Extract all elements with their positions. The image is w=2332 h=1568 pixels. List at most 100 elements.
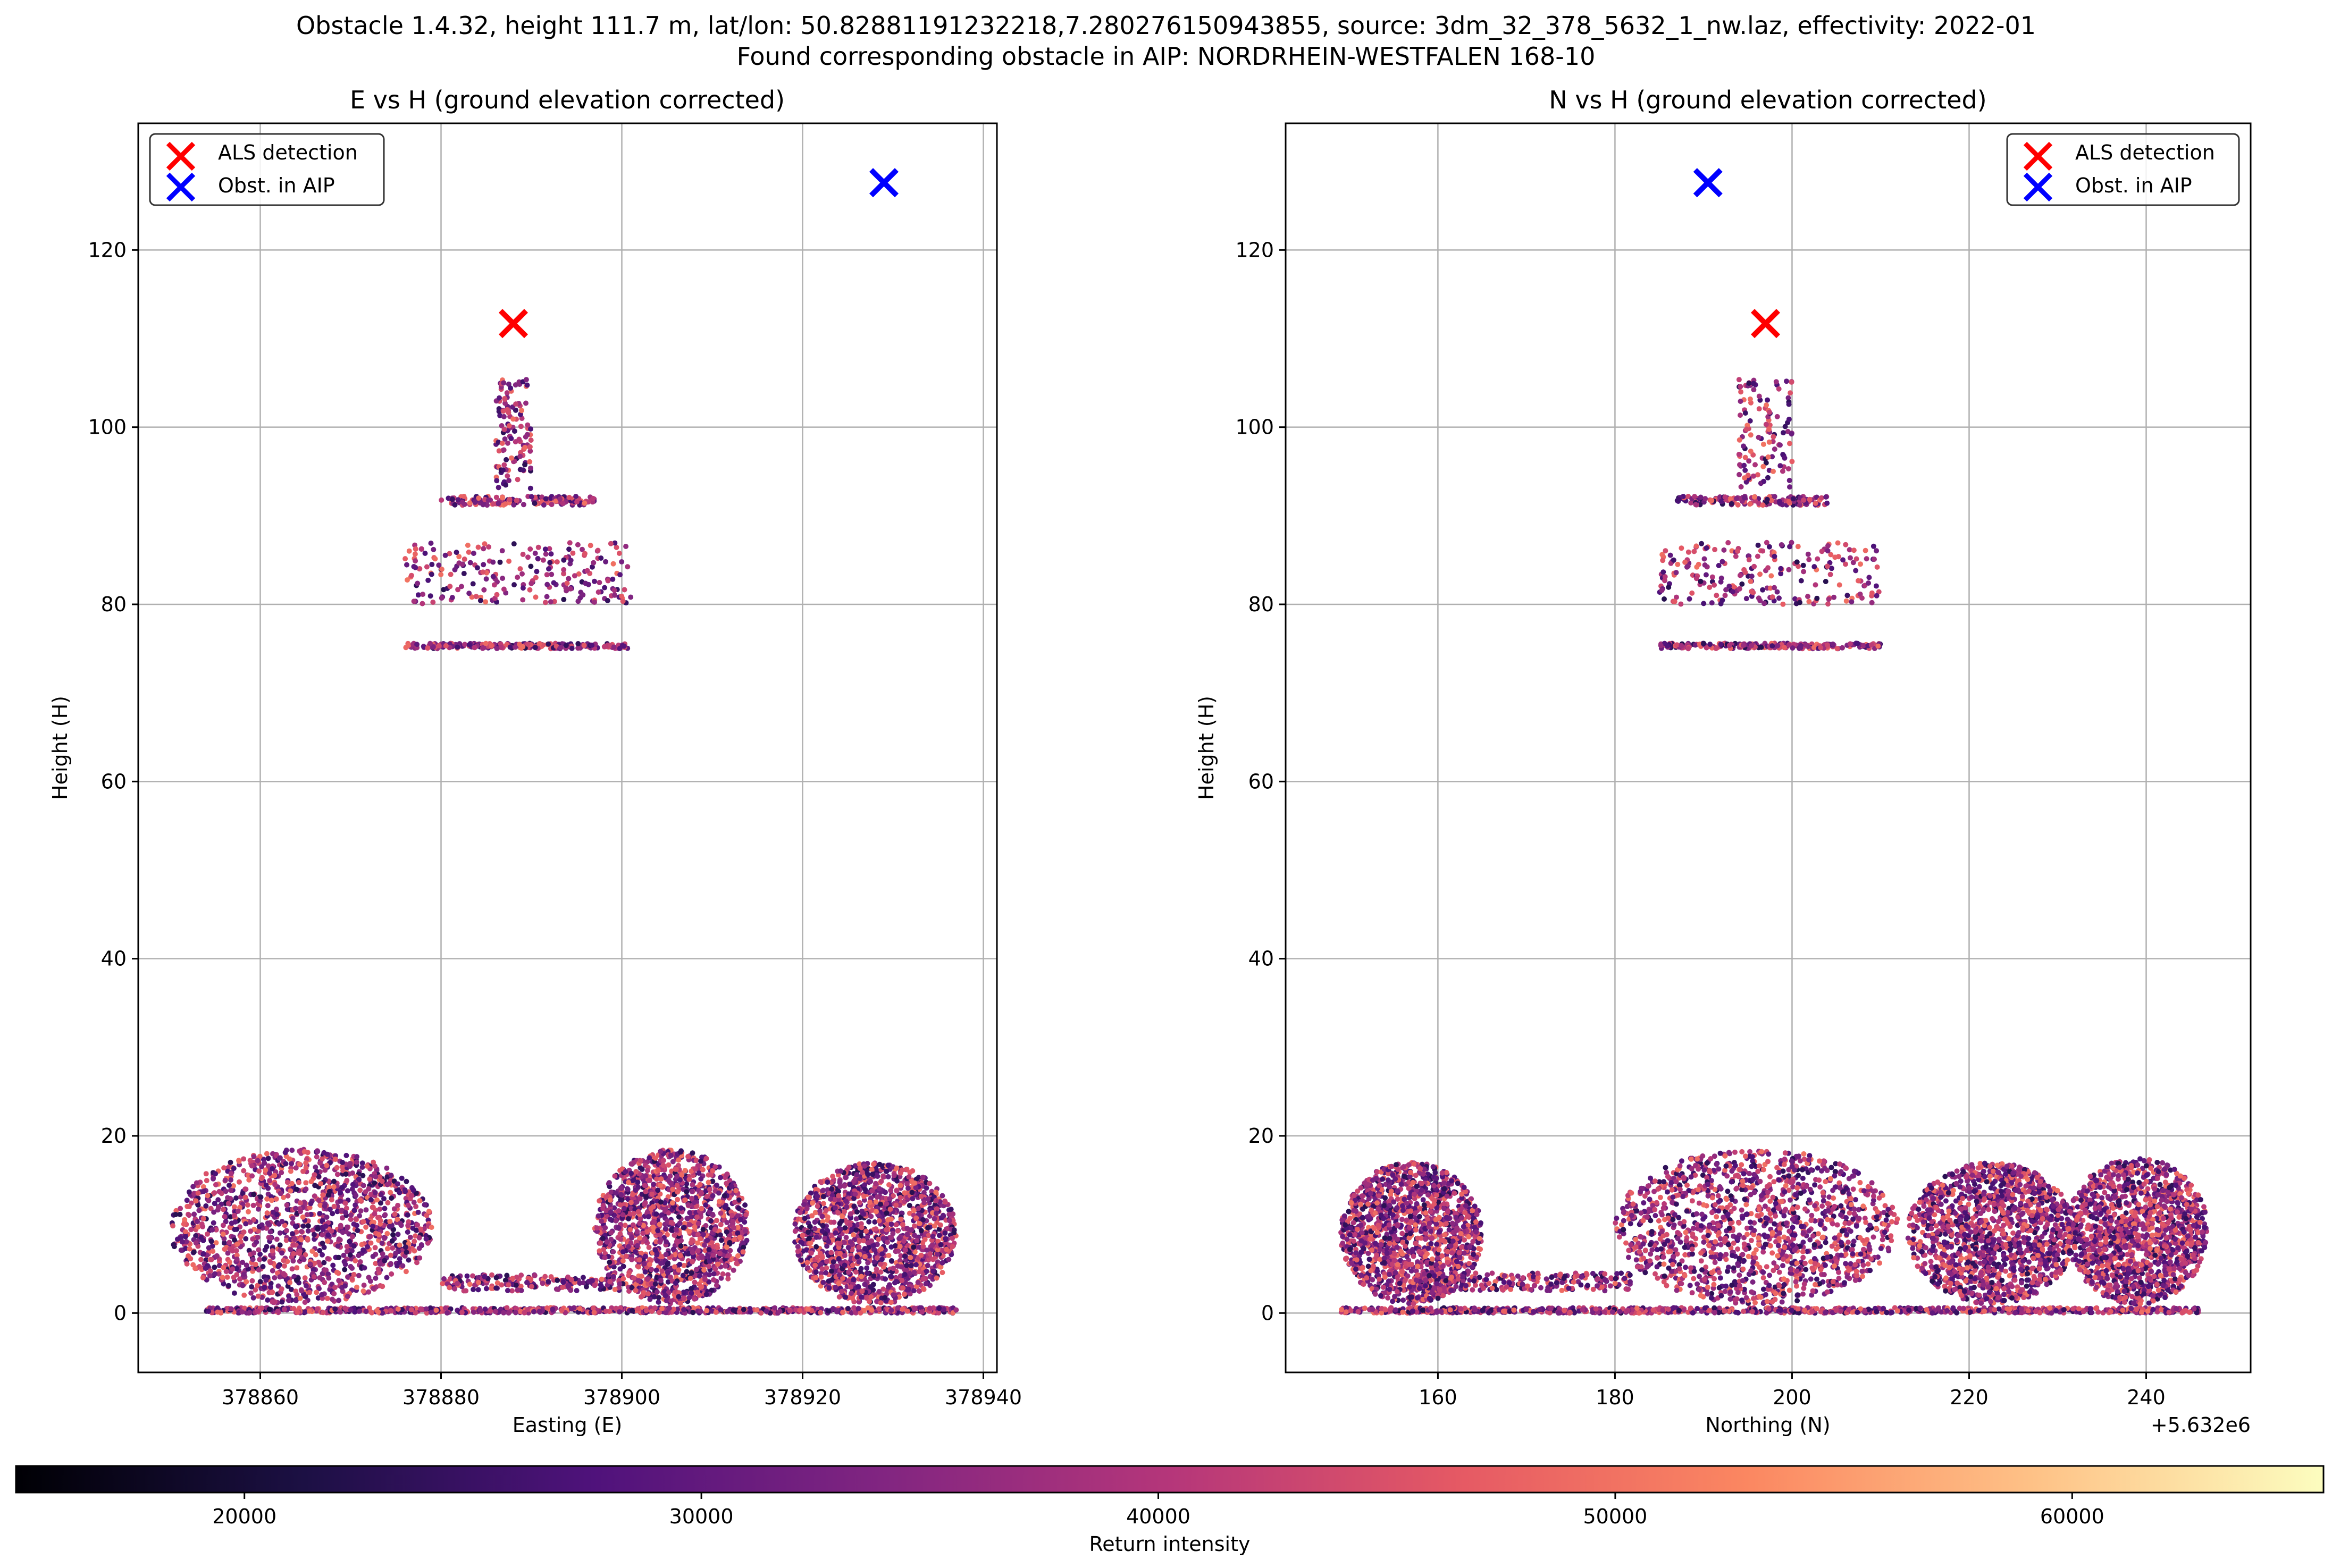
lidar-point <box>293 1277 299 1283</box>
lidar-point <box>836 1280 842 1286</box>
lidar-point <box>818 1270 824 1276</box>
lidar-point <box>359 1165 365 1170</box>
lidar-point <box>667 1173 673 1179</box>
lidar-point <box>950 1235 955 1241</box>
lidar-point <box>724 1171 729 1177</box>
lidar-point <box>471 1309 476 1315</box>
lidar-point <box>417 1255 423 1261</box>
lidar-point <box>636 1257 642 1263</box>
lidar-point <box>235 1208 241 1214</box>
lidar-point <box>186 1212 192 1218</box>
lidar-point <box>263 1277 269 1283</box>
lidar-point <box>810 1200 815 1206</box>
lidar-point <box>677 1149 683 1155</box>
lidar-point <box>297 1161 303 1167</box>
lidar-point <box>891 1266 896 1271</box>
lidar-point <box>617 1202 623 1208</box>
lidar-point <box>909 1227 915 1233</box>
lidar-point <box>345 1294 350 1299</box>
lidar-point <box>681 1262 687 1268</box>
lidar-point <box>255 1308 261 1314</box>
lidar-point <box>225 1250 231 1256</box>
lidar-point <box>742 1202 748 1208</box>
lidar-point <box>942 1230 948 1236</box>
lidar-point <box>204 1178 209 1184</box>
lidar-point <box>826 1308 832 1314</box>
lidar-point <box>921 1200 927 1205</box>
lidar-point <box>331 1291 337 1296</box>
lidar-point <box>488 1308 493 1314</box>
lidar-point <box>907 1210 912 1216</box>
lidar-point <box>324 1295 330 1301</box>
lidar-point <box>924 1247 930 1253</box>
lidar-point <box>800 1233 806 1238</box>
lidar-point <box>843 1294 849 1300</box>
lidar-point <box>281 1194 287 1200</box>
lidar-point <box>178 1205 183 1211</box>
lidar-point <box>806 1194 811 1200</box>
lidar-point <box>901 1238 907 1244</box>
lidar-point <box>353 1216 359 1222</box>
lidar-point <box>277 1230 283 1236</box>
lidar-point <box>857 1166 863 1171</box>
lidar-point <box>259 1305 265 1311</box>
lidar-point <box>866 1219 872 1225</box>
lidar-point <box>315 1226 321 1232</box>
lidar-point <box>729 1184 735 1190</box>
lidar-point <box>689 1188 695 1194</box>
lidar-point <box>379 1241 385 1246</box>
lidar-point <box>713 1309 719 1315</box>
lidar-point <box>837 1241 843 1246</box>
lidar-point <box>300 1223 306 1229</box>
lidar-point <box>220 1232 226 1237</box>
lidar-point <box>647 1155 652 1161</box>
lidar-point <box>220 1223 226 1228</box>
lidar-point <box>703 1223 709 1228</box>
lidar-point <box>731 1225 736 1230</box>
lidar-point <box>837 1184 843 1190</box>
lidar-point <box>241 1292 247 1298</box>
lidar-point <box>403 1195 409 1201</box>
lidar-point <box>265 1163 271 1169</box>
lidar-point <box>695 1240 701 1246</box>
lidar-point <box>648 1258 654 1263</box>
lidar-point <box>678 1243 684 1249</box>
lidar-point <box>884 1210 890 1216</box>
lidar-point <box>871 1273 877 1279</box>
lidar-point <box>644 1168 650 1174</box>
lidar-point <box>913 1262 919 1268</box>
lidar-point <box>682 1197 688 1203</box>
lidar-point <box>883 1276 888 1282</box>
lidar-point <box>754 1307 760 1313</box>
lidar-point <box>878 1246 884 1252</box>
lidar-point <box>807 1235 812 1241</box>
lidar-point <box>318 1181 324 1186</box>
lidar-point <box>221 1240 227 1246</box>
lidar-point <box>241 1229 247 1235</box>
lidar-point <box>283 1228 289 1234</box>
lidar-point <box>360 1247 366 1253</box>
lidar-point <box>257 1251 263 1257</box>
lidar-point <box>243 1236 249 1242</box>
lidar-point <box>893 1202 899 1208</box>
lidar-point <box>243 1221 249 1227</box>
lidar-point <box>897 1244 903 1250</box>
lidar-point <box>282 1150 288 1156</box>
lidar-point <box>855 1284 861 1289</box>
lidar-point <box>311 1274 317 1279</box>
lidar-point <box>835 1196 841 1202</box>
lidar-point <box>795 1244 801 1250</box>
lidar-point <box>303 1180 309 1186</box>
lidar-point <box>232 1237 237 1243</box>
lidar-point <box>795 1249 801 1254</box>
lidar-point <box>395 1217 400 1223</box>
lidar-point <box>356 1176 362 1182</box>
lidar-point <box>871 1259 877 1264</box>
lidar-point <box>188 1227 194 1233</box>
lidar-point <box>607 1259 613 1265</box>
lidar-point <box>207 1268 213 1274</box>
lidar-point <box>950 1244 955 1250</box>
lidar-point <box>869 1307 875 1313</box>
lidar-point <box>200 1275 206 1280</box>
lidar-point <box>274 1212 280 1218</box>
